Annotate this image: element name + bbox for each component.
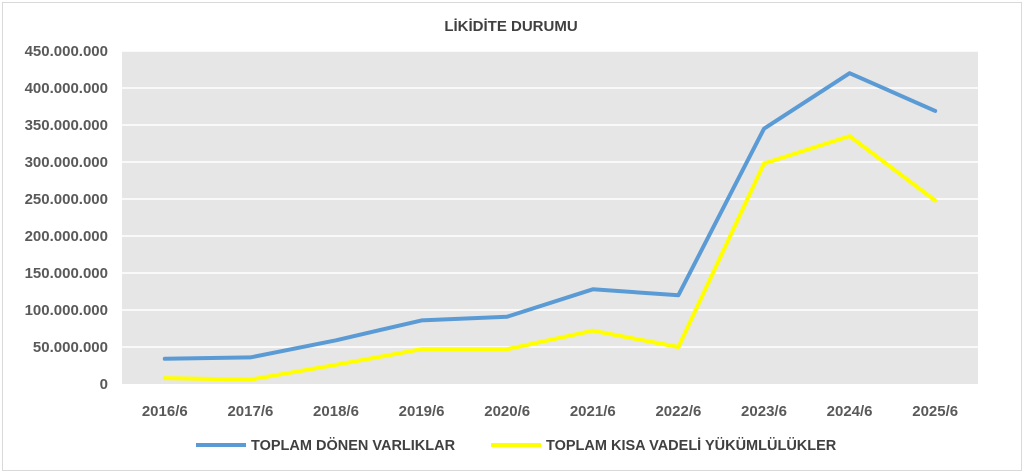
x-tick-label: 2019/6 [399,403,445,420]
x-tick-label: 2018/6 [313,403,359,420]
series-lines [162,71,938,382]
y-tick-label: 200.000.000 [25,228,108,245]
chart-title: LİKİDİTE DURUMU [444,18,577,35]
series-line-0 [162,71,938,361]
y-tick-label: 300.000.000 [25,154,108,171]
gridlines [122,50,978,348]
y-tick-label: 100.000.000 [25,302,108,319]
y-tick-label: 450.000.000 [25,43,108,60]
x-tick-label: 2017/6 [227,403,273,420]
x-axis-ticks: 2016/6 2017/6 2018/6 2019/6 2020/6 2021/6 2022… [142,403,958,420]
x-tick-label: 2024/6 [827,403,873,420]
x-tick-label: 2020/6 [484,403,530,420]
x-tick-label: 2016/6 [142,403,188,420]
legend-label-current-assets: TOPLAM DÖNEN VARLIKLAR [251,437,456,454]
legend-label-short-term-liabilities: TOPLAM KISA VADELİ YÜKÜMLÜLÜKLER [546,437,837,454]
x-tick-label: 2025/6 [912,403,958,420]
y-tick-label: 350.000.000 [25,117,108,134]
y-tick-label: 400.000.000 [25,80,108,97]
plot-area [122,51,978,384]
y-tick-label: 50.000.000 [33,339,108,356]
x-tick-label: 2022/6 [655,403,701,420]
legend: TOPLAM DÖNEN VARLIKLAR TOPLAM KISA VADEL… [196,437,837,454]
y-tick-label: 0 [100,376,108,393]
x-tick-label: 2023/6 [741,403,787,420]
x-tick-label: 2021/6 [570,403,616,420]
y-tick-label: 150.000.000 [25,265,108,282]
series-line-1 [162,134,938,382]
y-axis-ticks: 0 50.000.000 100.000.000 150.000.000 200.000… [25,43,108,393]
y-tick-label: 250.000.000 [25,191,108,208]
